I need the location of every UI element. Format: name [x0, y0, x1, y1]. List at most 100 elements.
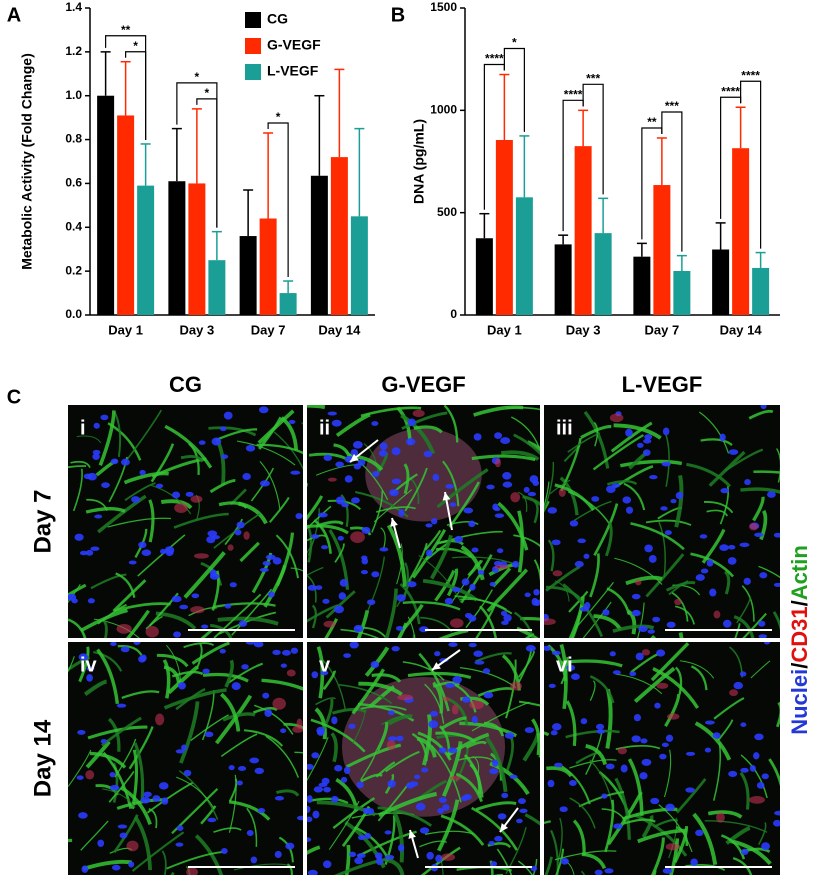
micrograph: [307, 642, 540, 875]
actin-fiber: [364, 646, 390, 677]
nucleus: [704, 720, 715, 725]
nucleus: [139, 469, 146, 476]
actin-fiber: [194, 834, 224, 875]
nucleus: [511, 560, 520, 568]
nucleus: [307, 869, 318, 875]
nucleus: [740, 767, 749, 773]
nucleus: [665, 803, 675, 812]
actin-fiber: [650, 634, 656, 638]
actin-fiber: [580, 870, 586, 875]
y-tick-label: 1500: [430, 0, 457, 14]
actin-fiber: [513, 534, 540, 548]
cd31-spot: [350, 531, 365, 544]
nucleus: [435, 854, 443, 863]
nucleus: [155, 483, 164, 489]
nucleus: [654, 702, 661, 709]
nucleus: [131, 496, 141, 503]
nucleus: [323, 454, 333, 462]
nucleus: [660, 506, 668, 511]
nucleus: [756, 781, 765, 789]
nucleus: [290, 647, 299, 654]
cd31-spot: [174, 502, 188, 513]
nucleus: [320, 670, 329, 676]
nucleus: [313, 786, 324, 793]
y-tick-label: 0.0: [65, 307, 82, 321]
nucleus: [471, 547, 479, 553]
actin-fiber: [352, 709, 366, 744]
actin-fiber: [83, 679, 107, 696]
actin-fiber: [307, 539, 315, 554]
actin-fiber: [453, 683, 477, 713]
nucleus: [639, 772, 648, 780]
nucleus: [596, 729, 606, 734]
nucleus: [497, 813, 507, 820]
nucleus: [223, 411, 233, 420]
nucleus: [128, 861, 135, 868]
cd31-spot: [186, 867, 198, 875]
nucleus: [758, 620, 766, 627]
x-tick-label: Day 1: [487, 322, 522, 337]
actin-fiber: [161, 850, 167, 875]
cd31-spot: [243, 531, 250, 540]
nucleus: [209, 569, 217, 577]
nucleus: [312, 810, 320, 819]
nucleus: [550, 730, 558, 736]
nucleus: [625, 506, 634, 514]
nucleus: [171, 491, 181, 499]
nucleus: [548, 683, 556, 688]
actin-fiber: [385, 750, 420, 773]
y-tick-label: 0.2: [65, 263, 82, 277]
nucleus: [665, 734, 674, 742]
nucleus: [530, 865, 538, 872]
cd31-spot: [469, 700, 484, 710]
nucleus: [320, 545, 329, 550]
bar: [673, 270, 691, 315]
actin-fiber: [485, 736, 508, 793]
nucleus: [349, 851, 357, 858]
nucleus: [331, 716, 338, 725]
actin-fiber: [156, 653, 189, 668]
nucleus: [143, 791, 152, 798]
actin-fiber: [653, 818, 679, 828]
actin-fiber: [68, 598, 69, 601]
actin-fiber: [604, 521, 613, 557]
actin-fiber: [346, 743, 402, 769]
nucleus: [90, 546, 100, 551]
nucleus: [685, 751, 696, 756]
nucleus: [352, 441, 363, 449]
significance-bracket: [176, 82, 218, 228]
actin-fiber: [307, 845, 321, 855]
stain-label-part: Nuclei: [787, 669, 812, 735]
nucleus: [432, 473, 440, 482]
actin-fiber: [404, 467, 428, 512]
actin-fiber: [748, 409, 774, 420]
nucleus: [119, 832, 128, 839]
nucleus: [445, 484, 454, 489]
nucleus: [700, 568, 709, 574]
cd31-spot: [510, 492, 521, 503]
actin-fiber: [622, 818, 656, 825]
bar: [168, 181, 186, 315]
nucleus: [379, 442, 388, 451]
nucleus: [429, 710, 439, 717]
nucleus: [659, 753, 667, 760]
actin-fiber: [734, 623, 741, 638]
nucleus: [434, 651, 441, 657]
nucleus: [221, 848, 228, 855]
y-tick-label: 0.4: [65, 219, 82, 233]
panel-label: B: [391, 4, 405, 26]
nucleus: [224, 603, 232, 609]
column-label: L-VEGF: [622, 372, 703, 397]
image-numeral: vi: [556, 654, 573, 676]
nucleus: [201, 624, 209, 629]
bar: [554, 244, 572, 315]
actin-fiber: [257, 409, 295, 445]
significance-label: ****: [485, 52, 504, 66]
nucleus: [438, 797, 447, 803]
actin-fiber: [544, 856, 553, 875]
nucleus: [164, 546, 175, 555]
actin-fiber: [355, 490, 409, 518]
actin-fiber: [424, 529, 442, 551]
actin-fiber: [331, 707, 367, 715]
actin-fiber: [340, 628, 380, 638]
